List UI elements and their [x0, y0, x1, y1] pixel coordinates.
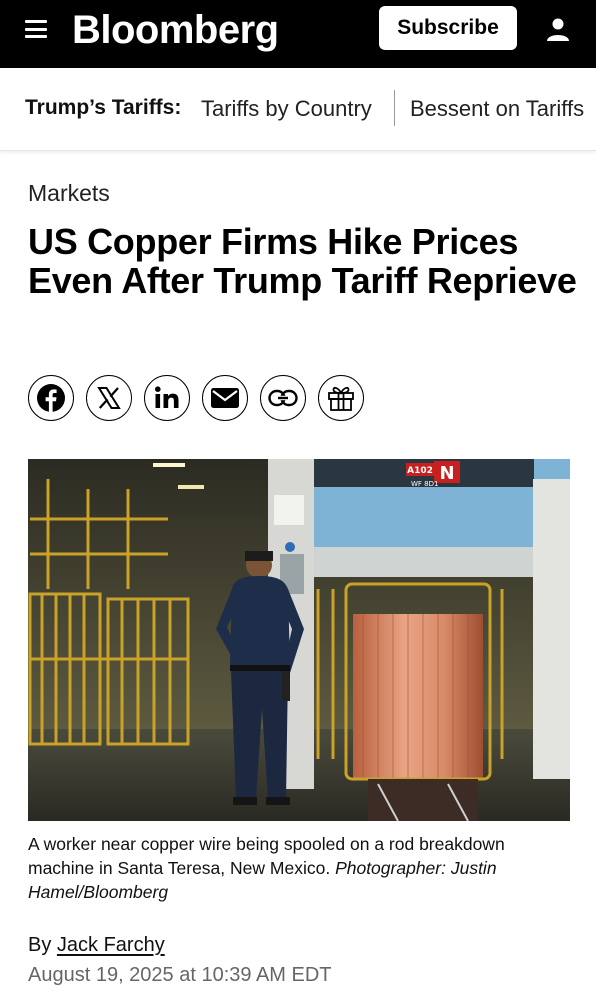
share-facebook-button[interactable]: [28, 375, 74, 421]
tariff-nav-link-bessent[interactable]: Bessent on Tariffs: [410, 96, 585, 121]
email-icon: [211, 388, 239, 408]
share-email-button[interactable]: [202, 375, 248, 421]
tariff-nav-link-by-country[interactable]: Tariffs by Country: [201, 96, 372, 121]
publish-timestamp: August 19, 2025 at 10:39 AM EDT: [28, 964, 332, 986]
tariff-nav-lead: Trump’s Tariffs:: [25, 96, 182, 119]
byline: By Jack Farchy: [28, 934, 165, 957]
link-icon: [268, 389, 298, 407]
gift-article-button[interactable]: [318, 375, 364, 421]
machine-code-label: A102: [407, 466, 433, 476]
svg-text:N: N: [439, 463, 454, 484]
photo-credit: Photographer: Justin Hamel/Bloomberg: [28, 858, 497, 902]
caption-text: A worker near copper wire being spooled …: [28, 834, 505, 878]
gift-icon: [328, 386, 354, 411]
tariff-nav-divider: [394, 90, 395, 126]
share-linkedin-button[interactable]: [144, 375, 190, 421]
author-link[interactable]: Jack Farchy: [56, 934, 165, 956]
linkedin-icon: [155, 386, 179, 408]
bloomberg-logo[interactable]: Bloomberg: [72, 8, 279, 52]
section-label[interactable]: Markets: [28, 180, 110, 206]
byline-prefix: By: [28, 934, 52, 956]
share-link-button[interactable]: [260, 375, 306, 421]
tariff-nav: Trump’s Tariffs: Tariffs by Country Bess…: [0, 68, 596, 151]
article-headline: US Copper Firms Hike Prices Even After T…: [28, 221, 577, 301]
share-x-button[interactable]: [86, 375, 132, 421]
image-caption: A worker near copper wire being spooled …: [28, 832, 573, 904]
factory-photo: A102 N WF 8D1: [28, 459, 570, 821]
top-bar: Bloomberg Subscribe: [0, 0, 596, 68]
share-row: [28, 375, 376, 421]
x-icon: [97, 387, 121, 409]
machine-model-label: WF 8D1: [411, 480, 438, 488]
subscribe-button[interactable]: Subscribe: [379, 6, 517, 50]
user-icon[interactable]: [545, 16, 571, 42]
menu-icon[interactable]: [25, 20, 47, 38]
facebook-icon: [37, 384, 65, 412]
hero-image: A102 N WF 8D1: [28, 459, 570, 821]
